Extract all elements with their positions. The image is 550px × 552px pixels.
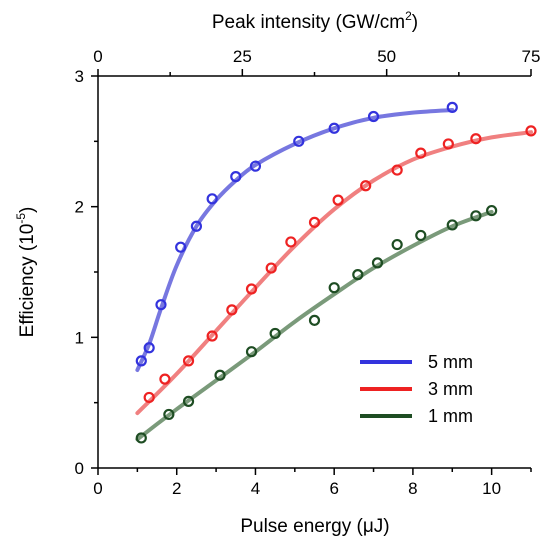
data-point: [163, 408, 175, 421]
data-point: [135, 355, 147, 367]
data-point: [206, 330, 218, 342]
data-point: [525, 125, 537, 137]
x-tick-label: 6: [329, 479, 338, 498]
data-point: [328, 282, 340, 294]
data-point: [293, 135, 305, 147]
data-point: [245, 283, 258, 295]
data-point: [245, 346, 258, 358]
y-tick-label: 3: [75, 67, 84, 86]
y-tick-label: 2: [75, 198, 84, 217]
data-point: [226, 304, 238, 316]
data-point: [206, 193, 218, 205]
data-point: [446, 219, 458, 231]
data-point: [143, 391, 155, 404]
data-point: [391, 238, 403, 251]
data-point: [442, 138, 454, 150]
data-point: [415, 229, 427, 242]
data-point: [214, 369, 226, 381]
data-point: [332, 194, 344, 206]
data-point: [265, 262, 277, 274]
data-point: [230, 171, 242, 183]
top-tick-label: 0: [93, 47, 102, 66]
data-point: [269, 327, 281, 340]
top-tick-label: 25: [233, 47, 252, 66]
top-tick-label: 75: [522, 47, 541, 66]
data-point: [415, 147, 427, 159]
data-point: [352, 269, 364, 281]
data-point: [367, 110, 380, 123]
data-point: [308, 314, 321, 326]
x-tick-label: 8: [408, 479, 417, 498]
data-point: [159, 373, 171, 385]
top-x-axis-title: Peak intensity (GW/cm2): [212, 9, 418, 33]
data-point: [285, 236, 297, 248]
legend-label: 1 mm: [428, 406, 473, 426]
y-tick-label: 0: [75, 459, 84, 478]
fit-curve: [135, 209, 494, 442]
data-point: [328, 122, 340, 134]
data-point: [391, 164, 403, 176]
x-tick-label: 10: [482, 479, 501, 498]
data-point: [175, 241, 187, 253]
x-tick-label: 0: [93, 479, 102, 498]
data-points: [135, 101, 537, 444]
data-point: [360, 180, 372, 192]
data-point: [486, 204, 498, 217]
data-point: [155, 299, 167, 311]
y-axis-title: Efficiency (10-5): [14, 207, 38, 338]
y-tick-label: 1: [75, 328, 84, 347]
data-point: [143, 342, 155, 354]
data-point: [308, 216, 321, 228]
x-axis-title: Pulse energy (μJ): [240, 516, 389, 537]
legend-label: 5 mm: [428, 352, 473, 372]
legend: 5 mm 3 mm 1 mm: [360, 352, 473, 426]
data-point: [446, 101, 458, 113]
fit-curve: [135, 130, 533, 416]
data-point: [249, 160, 262, 172]
x-tick-label: 2: [172, 479, 181, 498]
data-point: [135, 432, 147, 444]
data-point: [371, 257, 384, 269]
data-point: [470, 210, 482, 222]
x-tick-label: 4: [251, 479, 260, 498]
data-point: [470, 133, 482, 145]
data-point: [190, 220, 203, 232]
data-point: [182, 395, 195, 407]
data-point: [182, 355, 195, 367]
top-tick-label: 50: [377, 47, 396, 66]
legend-label: 3 mm: [428, 379, 473, 399]
